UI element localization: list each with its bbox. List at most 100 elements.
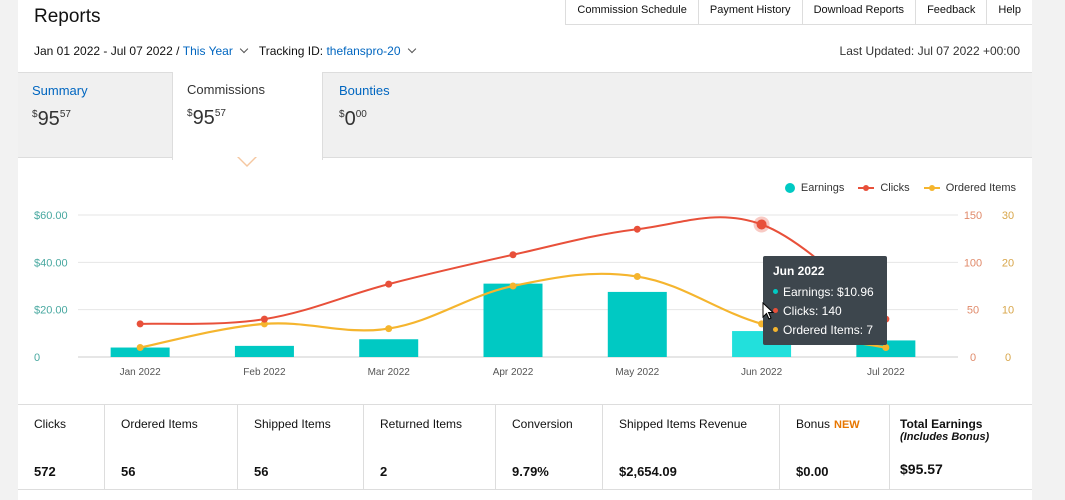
summary-shipped-items-value: 56 [254, 464, 269, 479]
legend-earnings[interactable]: Earnings [784, 182, 845, 194]
x-axis-tick-label: Jul 2022 [867, 367, 905, 378]
tracking-id-label: Tracking ID: [258, 44, 324, 58]
earnings-bar [110, 347, 170, 357]
x-axis-tick-label: Apr 2022 [493, 367, 534, 378]
tooltip-earnings: Earnings: $10.96 [783, 284, 874, 299]
left-axis-tick-label: $60.00 [34, 210, 68, 222]
summary-bonus-label: Bonus NEW [796, 417, 860, 431]
mouse-cursor-icon [762, 302, 775, 320]
summary-shipped-revenue-value: $2,654.09 [619, 464, 677, 479]
legend-ordered-items-swatch [923, 185, 940, 191]
tooltip-clicks: Clicks: 140 [783, 303, 842, 318]
commission-schedule-link[interactable]: Commission Schedule [565, 0, 698, 25]
new-badge: NEW [834, 419, 860, 431]
tooltip-earnings-dot [773, 289, 778, 294]
summary-shipped-revenue: Shipped Items Revenue $2,654.09 [603, 405, 780, 489]
payment-history-link[interactable]: Payment History [697, 0, 802, 25]
download-reports-link[interactable]: Download Reports [801, 0, 916, 25]
summary-ordered-items-value: 56 [121, 464, 136, 479]
summary-returned-items-value: 2 [380, 464, 388, 479]
items-axis-tick-label: 30 [1002, 210, 1014, 222]
clicks-axis-tick-label: 0 [970, 352, 976, 364]
chart-tooltip: Jun 2022 Earnings: $10.96 Clicks: 140 Or… [763, 256, 887, 345]
clicks-point [260, 315, 268, 323]
summary-shipped-items: Shipped Items 56 [238, 405, 364, 489]
x-axis-tick-label: Jan 2022 [120, 367, 162, 378]
clicks-axis-tick-label: 50 [967, 305, 979, 317]
summary-shipped-revenue-label: Shipped Items Revenue [619, 417, 748, 431]
tab-summary-amount: $9557 [32, 108, 71, 130]
legend-ordered-items-label: Ordered Items [945, 182, 1016, 194]
earnings-bar [607, 291, 667, 357]
tracking-id-selector[interactable]: thefanspro-20 [326, 44, 401, 58]
feedback-link[interactable]: Feedback [915, 0, 987, 25]
top-nav: Commission Schedule Payment History Down… [565, 0, 1032, 25]
ordered-items-point [509, 282, 517, 290]
period-selector[interactable]: This Year [182, 44, 233, 58]
tab-bounties-label: Bounties [339, 83, 390, 98]
earnings-bar [359, 339, 419, 357]
summary-conversion-value: 9.79% [512, 464, 549, 479]
summary-ordered-items-label: Ordered Items [121, 417, 198, 431]
x-axis-tick-label: Feb 2022 [243, 367, 286, 378]
x-axis-tick-label: May 2022 [615, 367, 659, 378]
legend-clicks-swatch [858, 185, 875, 191]
tab-commissions[interactable]: Commissions $9557 [172, 72, 323, 160]
chart-legend: Earnings Clicks Ordered Items [771, 182, 1016, 194]
summary-clicks-value: 572 [34, 464, 56, 479]
summary-shipped-items-label: Shipped Items [254, 417, 331, 431]
ordered-items-point [882, 344, 890, 352]
x-axis-tick-label: Jun 2022 [741, 367, 783, 378]
earnings-bar [483, 283, 543, 357]
summary-total-earnings-label: Total Earnings [900, 417, 983, 431]
summary-clicks-label: Clicks [34, 417, 66, 431]
tab-commissions-label: Commissions [187, 82, 266, 97]
filter-row: Jan 01 2022 - Jul 07 2022 / This Year Tr… [34, 44, 427, 58]
tooltip-ordered-items: Ordered Items: 7 [783, 322, 874, 337]
tab-bounties[interactable]: Bounties $000 [325, 73, 475, 159]
ordered-items-point [633, 273, 641, 281]
ordered-items-point [136, 344, 144, 352]
reports-page: Reports Commission Schedule Payment Hist… [18, 0, 1032, 500]
summary-bonus: Bonus NEW $0.00 [780, 405, 890, 489]
clicks-point [509, 251, 517, 259]
summary-ordered-items: Ordered Items 56 [105, 405, 238, 489]
summary-total-earnings-value: $95.57 [900, 461, 943, 477]
clicks-point [756, 219, 767, 230]
legend-clicks[interactable]: Clicks [858, 182, 910, 194]
last-updated-text: Last Updated: Jul 07 2022 +00:00 [839, 44, 1020, 58]
clicks-axis-tick-label: 150 [964, 210, 982, 222]
tab-bounties-amount: $000 [339, 108, 367, 130]
summary-total-earnings-sublabel: (Includes Bonus) [900, 431, 990, 443]
summary-clicks: Clicks 572 [18, 405, 105, 489]
chevron-down-icon[interactable] [407, 44, 416, 54]
report-tabs: Summary $9557 Commissions $9557 Bounties… [18, 72, 1032, 160]
legend-earnings-swatch [784, 183, 795, 193]
tab-commissions-amount: $9557 [187, 107, 226, 129]
summary-conversion-label: Conversion [512, 417, 573, 431]
legend-earnings-label: Earnings [800, 182, 845, 194]
x-axis-tick-label: Mar 2022 [368, 367, 411, 378]
clicks-point [633, 225, 641, 233]
legend-ordered-items[interactable]: Ordered Items [923, 182, 1016, 194]
left-axis-tick-label: 0 [34, 352, 40, 364]
summary-table: Clicks 572 Ordered Items 56 Shipped Item… [18, 404, 1032, 490]
tab-summary[interactable]: Summary $9557 [18, 73, 172, 159]
left-axis-tick-label: $40.00 [34, 257, 68, 269]
tooltip-clicks-dot [773, 308, 778, 313]
chevron-down-icon[interactable] [239, 44, 249, 54]
tooltip-items-dot [773, 327, 778, 332]
tab-summary-label: Summary [32, 83, 88, 98]
summary-returned-items: Returned Items 2 [364, 405, 496, 489]
summary-total-earnings: Total Earnings (Includes Bonus) $95.57 [890, 405, 1032, 489]
clicks-axis-tick-label: 100 [964, 257, 982, 269]
earnings-bar [234, 345, 294, 357]
summary-returned-items-label: Returned Items [380, 417, 463, 431]
page-title: Reports [34, 6, 101, 27]
summary-conversion: Conversion 9.79% [496, 405, 603, 489]
items-axis-tick-label: 0 [1005, 352, 1011, 364]
help-link[interactable]: Help [986, 0, 1032, 25]
legend-clicks-label: Clicks [880, 182, 910, 194]
date-range-text: Jan 01 2022 - Jul 07 2022 / [34, 44, 180, 58]
tooltip-title: Jun 2022 [773, 264, 825, 278]
